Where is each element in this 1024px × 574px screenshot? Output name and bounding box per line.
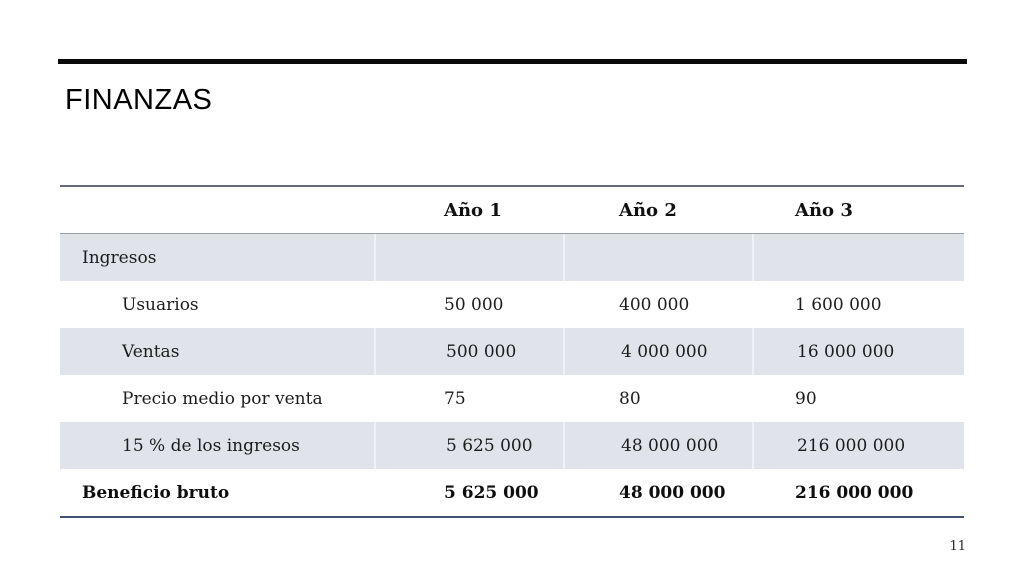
row-label: Ventas <box>122 341 180 362</box>
column-header-ano-2: Año 2 <box>619 199 677 221</box>
cell-value <box>563 234 752 281</box>
cell-value: 216 000 000 <box>752 422 964 469</box>
column-header-ano-3: Año 3 <box>795 199 853 221</box>
column-header-ano-1: Año 1 <box>444 199 502 221</box>
cell-value: 216 000 000 <box>795 482 914 503</box>
cell-value: 48 000 000 <box>619 482 726 503</box>
cell-value: 500 000 <box>374 328 563 375</box>
slide-title: FINANZAS <box>65 84 213 116</box>
cell-value: 80 <box>619 388 641 409</box>
page-number: 11 <box>949 539 966 554</box>
table-row-ingresos: Ingresos <box>60 234 964 281</box>
table-row-usuarios: Usuarios 50 000 400 000 1 600 000 <box>60 281 964 328</box>
cell-value: 5 625 000 <box>374 422 563 469</box>
cell-value: 1 600 000 <box>795 294 882 315</box>
cell-value: 50 000 <box>444 294 504 315</box>
cell-value: 16 000 000 <box>752 328 964 375</box>
title-divider-rule <box>58 59 967 64</box>
cell-value: 5 625 000 <box>444 482 539 503</box>
table-row-ventas: Ventas 500 000 4 000 000 16 000 000 <box>60 328 964 375</box>
cell-value: 4 000 000 <box>563 328 752 375</box>
column-header-empty <box>60 187 374 233</box>
finance-table: Año 1 Año 2 Año 3 Ingresos Usuarios 50 0… <box>60 185 964 518</box>
table-row-precio-medio: Precio medio por venta 75 80 90 <box>60 375 964 422</box>
cell-value <box>752 234 964 281</box>
cell-value: 90 <box>795 388 817 409</box>
row-label: Beneficio bruto <box>82 482 230 503</box>
cell-value: 400 000 <box>619 294 690 315</box>
cell-value: 75 <box>444 388 466 409</box>
table-header-row: Año 1 Año 2 Año 3 <box>60 187 964 234</box>
table-row-15-pct-ingresos: 15 % de los ingresos 5 625 000 48 000 00… <box>60 422 964 469</box>
table-row-beneficio-bruto: Beneficio bruto 5 625 000 48 000 000 216… <box>60 469 964 516</box>
cell-value: 48 000 000 <box>563 422 752 469</box>
row-label: 15 % de los ingresos <box>122 435 300 456</box>
row-label: Usuarios <box>122 294 199 315</box>
cell-value <box>374 234 563 281</box>
row-label: Precio medio por venta <box>122 388 323 409</box>
row-label: Ingresos <box>82 247 157 268</box>
